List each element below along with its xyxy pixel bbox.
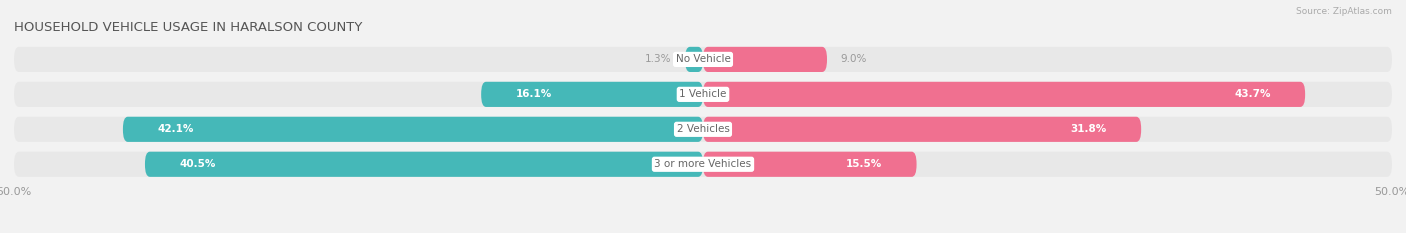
Text: 2 Vehicles: 2 Vehicles	[676, 124, 730, 134]
FancyBboxPatch shape	[14, 47, 1392, 72]
FancyBboxPatch shape	[14, 152, 1392, 177]
Text: 1.3%: 1.3%	[645, 55, 671, 64]
FancyBboxPatch shape	[14, 117, 1392, 142]
Text: 1 Vehicle: 1 Vehicle	[679, 89, 727, 99]
Text: 16.1%: 16.1%	[516, 89, 553, 99]
Text: 3 or more Vehicles: 3 or more Vehicles	[654, 159, 752, 169]
FancyBboxPatch shape	[14, 82, 1392, 107]
FancyBboxPatch shape	[481, 82, 703, 107]
FancyBboxPatch shape	[703, 117, 1142, 142]
Text: No Vehicle: No Vehicle	[675, 55, 731, 64]
Text: 31.8%: 31.8%	[1070, 124, 1107, 134]
Text: 40.5%: 40.5%	[180, 159, 215, 169]
FancyBboxPatch shape	[703, 152, 917, 177]
Text: 9.0%: 9.0%	[841, 55, 868, 64]
FancyBboxPatch shape	[145, 152, 703, 177]
Text: 42.1%: 42.1%	[157, 124, 194, 134]
Text: Source: ZipAtlas.com: Source: ZipAtlas.com	[1296, 7, 1392, 16]
FancyBboxPatch shape	[122, 117, 703, 142]
Text: 43.7%: 43.7%	[1234, 89, 1271, 99]
FancyBboxPatch shape	[685, 47, 703, 72]
Text: 15.5%: 15.5%	[846, 159, 882, 169]
Text: HOUSEHOLD VEHICLE USAGE IN HARALSON COUNTY: HOUSEHOLD VEHICLE USAGE IN HARALSON COUN…	[14, 21, 363, 34]
FancyBboxPatch shape	[703, 82, 1305, 107]
FancyBboxPatch shape	[703, 47, 827, 72]
